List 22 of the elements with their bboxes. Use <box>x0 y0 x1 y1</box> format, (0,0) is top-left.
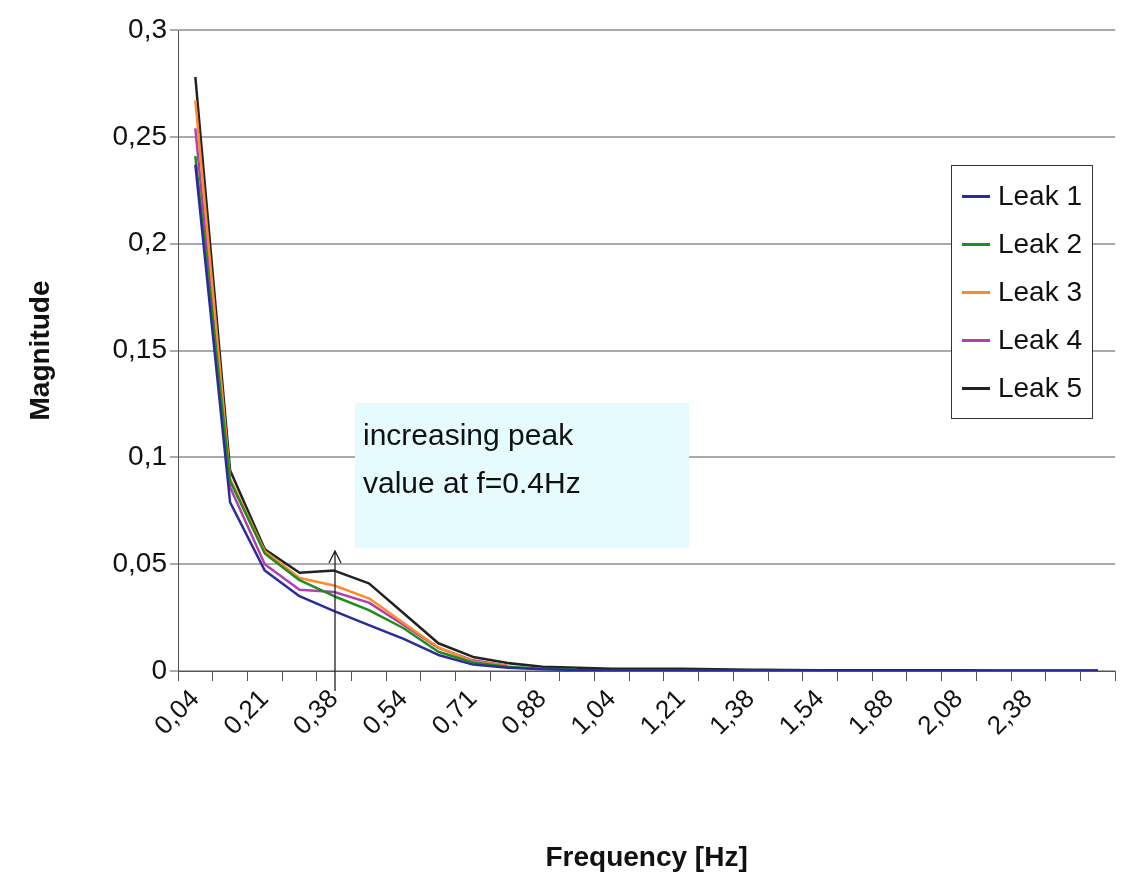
x-tick-label: 1,21 <box>633 683 691 741</box>
y-axis-title: Magnitude <box>23 280 55 421</box>
y-tick-label: 0,15 <box>112 333 167 365</box>
legend-label: Leak 1 <box>997 180 1082 212</box>
legend-label: Leak 4 <box>997 324 1082 356</box>
y-tick-label: 0,1 <box>128 440 167 472</box>
x-tick-label: 0,54 <box>355 683 413 741</box>
x-tick-label: 0,21 <box>217 683 275 741</box>
legend-label: Leak 3 <box>997 276 1082 308</box>
legend-label: Leak 2 <box>997 228 1082 260</box>
y-tick-label: 0 <box>151 653 167 685</box>
x-tick-label: 0,04 <box>147 683 205 741</box>
x-tick-label: 0,71 <box>425 683 483 741</box>
legend-label: Leak 5 <box>997 372 1082 404</box>
x-tick-label: 0,88 <box>494 683 552 741</box>
y-tick-label: 0,05 <box>112 546 167 578</box>
y-tick-label: 0,2 <box>128 226 167 258</box>
x-axis-title: Frequency [Hz] <box>545 840 748 872</box>
y-tick-label: 0,3 <box>128 12 167 44</box>
x-tick-label: 0,38 <box>286 683 344 741</box>
callout-box: increasing peak value at f=0.4Hz <box>355 403 689 548</box>
y-tick-label: 0,25 <box>112 119 167 151</box>
